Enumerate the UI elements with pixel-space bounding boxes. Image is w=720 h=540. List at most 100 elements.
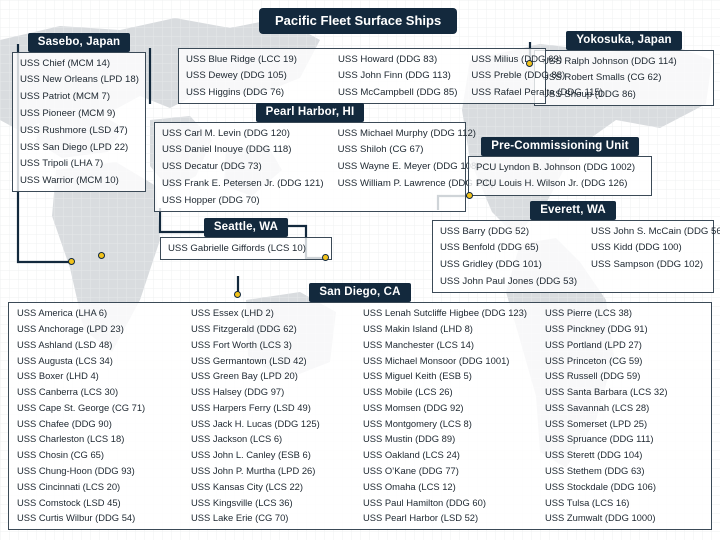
list-item[interactable]: USS Oakland (LCS 24)	[363, 449, 460, 461]
list-item[interactable]: USS Jack H. Lucas (DDG 125)	[191, 417, 320, 429]
list-item[interactable]: USS Comstock (LSD 45)	[17, 496, 121, 508]
list-item[interactable]: USS Jackson (LCS 6)	[191, 433, 283, 445]
list-item[interactable]: USS Preble (DDG 88)	[471, 70, 566, 82]
list-item[interactable]: USS Augusta (LCS 34)	[17, 354, 113, 366]
list-item[interactable]: USS Shoup (DDG 86)	[542, 89, 636, 101]
list-item[interactable]: USS Pioneer (MCM 9)	[20, 107, 116, 119]
list-item[interactable]: USS Michael Murphy (DDG 112)	[337, 127, 477, 139]
list-item[interactable]: USS Anchorage (LPD 23)	[17, 322, 124, 334]
list-item[interactable]: USS Chief (MCM 14)	[20, 57, 111, 69]
list-item[interactable]: USS Fort Worth (LCS 3)	[191, 338, 292, 350]
panel-seattle: Seattle, WA USS Gabrielle Giffords (LCS …	[160, 218, 332, 260]
list-item[interactable]: USS Rafael Peralta (DDG 115)	[471, 87, 603, 99]
list-item[interactable]: USS Frank E. Petersen Jr. (DDG 121)	[162, 177, 324, 189]
list-item[interactable]: USS Chosin (CG 65)	[17, 449, 105, 461]
list-item[interactable]: USS Robert Smalls (CG 62)	[542, 72, 662, 84]
list-item[interactable]: USS Fitzgerald (DDG 62)	[191, 322, 297, 334]
list-item[interactable]: USS Tripoli (LHA 7)	[20, 158, 104, 170]
list-item[interactable]: USS Rushmore (LSD 47)	[20, 124, 128, 136]
list-item[interactable]: USS Pearl Harbor (LSD 52)	[363, 512, 479, 524]
list-item[interactable]: USS Hopper (DDG 70)	[162, 194, 260, 206]
panel-san-diego-column-4: USS Pierre (LCS 38) USS Pinckney (DDG 91…	[537, 305, 711, 526]
list-item[interactable]: USS America (LHA 6)	[17, 307, 108, 319]
list-item[interactable]: USS Princeton (CG 59)	[545, 354, 643, 366]
list-item[interactable]: USS Canberra (LCS 30)	[17, 386, 119, 398]
panel-japan-fleet-column-1: USS Blue Ridge (LCC 19) USS Dewey (DDG 1…	[179, 51, 331, 101]
list-item[interactable]: USS Dewey (DDG 105)	[186, 70, 287, 82]
list-item[interactable]: USS Higgins (DDG 76)	[186, 87, 285, 99]
list-item[interactable]: USS O’Kane (DDG 77)	[363, 465, 459, 476]
list-item[interactable]: USS Pierre (LCS 38)	[545, 307, 633, 319]
list-item[interactable]: USS Daniel Inouye (DDG 118)	[162, 144, 292, 156]
panel-yokosuka-title: Yokosuka, Japan	[566, 31, 682, 50]
list-item[interactable]: USS Sterett (DDG 104)	[545, 449, 643, 461]
list-item[interactable]: USS Barry (DDG 52)	[440, 225, 530, 237]
list-item[interactable]: USS Momsen (DDG 92)	[363, 401, 464, 413]
list-item[interactable]: USS San Diego (LPD 22)	[20, 141, 129, 153]
list-item[interactable]: USS Kingsville (LCS 36)	[191, 496, 293, 508]
list-item[interactable]: USS Decatur (DDG 73)	[162, 161, 262, 173]
list-item[interactable]: USS Chafee (DDG 90)	[17, 417, 112, 429]
list-item[interactable]: USS Gridley (DDG 101)	[440, 259, 542, 271]
list-item[interactable]: USS Ralph Johnson (DDG 114)	[542, 55, 677, 67]
list-item[interactable]: USS William P. Lawrence (DDG 110)	[337, 177, 494, 189]
list-item[interactable]: USS Michael Monsoor (DDG 1001)	[363, 354, 510, 366]
list-item[interactable]: USS Russell (DDG 59)	[545, 370, 641, 382]
list-item[interactable]: USS Spruance (DDG 111)	[545, 433, 654, 445]
list-item[interactable]: USS Harpers Ferry (LSD 49)	[191, 401, 311, 413]
list-item[interactable]: USS Benfold (DDG 65)	[440, 242, 539, 254]
list-item[interactable]: USS Savannah (LCS 28)	[545, 401, 650, 413]
list-item[interactable]: USS Kansas City (LCS 22)	[191, 480, 304, 492]
list-item[interactable]: USS Essex (LHD 2)	[191, 307, 274, 319]
list-item[interactable]: USS Howard (DDG 83)	[338, 53, 438, 65]
list-item[interactable]: USS Mobile (LCS 26)	[363, 386, 453, 398]
list-item[interactable]: PCU Lyndon B. Johnson (DDG 1002)	[476, 161, 636, 173]
list-item[interactable]: USS John Finn (DDG 113)	[338, 70, 451, 82]
list-item[interactable]: USS Charleston (LCS 18)	[17, 433, 125, 445]
list-item[interactable]: USS Germantown (LSD 42)	[191, 354, 307, 366]
list-item[interactable]: USS John S. McCain (DDG 56)	[591, 225, 720, 237]
list-item[interactable]: USS Lenah Sutcliffe Higbee (DDG 123)	[363, 307, 527, 319]
list-item[interactable]: USS Santa Barbara (LCS 32)	[545, 386, 668, 398]
list-item[interactable]: USS Green Bay (LPD 20)	[191, 370, 298, 382]
list-item[interactable]: USS Cincinnati (LCS 20)	[17, 480, 121, 492]
list-item[interactable]: USS Patriot (MCM 7)	[20, 91, 111, 103]
list-item[interactable]: USS Wayne E. Meyer (DDG 108)	[337, 161, 480, 173]
list-item[interactable]: USS Tulsa (LCS 16)	[545, 496, 630, 508]
list-item[interactable]: USS Miguel Keith (ESB 5)	[363, 370, 472, 382]
list-item[interactable]: USS Shiloh (CG 67)	[337, 144, 424, 156]
list-item[interactable]: USS Sampson (DDG 102)	[591, 259, 704, 271]
list-item[interactable]: USS Pinckney (DDG 91)	[545, 322, 648, 334]
list-item[interactable]: USS Montgomery (LCS 8)	[363, 417, 472, 429]
list-item[interactable]: USS John Paul Jones (DDG 53)	[440, 275, 578, 287]
list-item[interactable]: USS John P. Murtha (LPD 26)	[191, 465, 316, 476]
panel-everett-title: Everett, WA	[530, 201, 616, 220]
list-item[interactable]: PCU Louis H. Wilson Jr. (DDG 126)	[476, 178, 628, 190]
list-item[interactable]: USS Milius (DDG 69)	[471, 53, 563, 65]
list-item[interactable]: USS Cape St. George (CG 71)	[17, 401, 146, 413]
list-item[interactable]: USS Paul Hamilton (DDG 60)	[363, 496, 486, 508]
list-item[interactable]: USS Halsey (DDG 97)	[191, 386, 285, 398]
list-item[interactable]: USS Curtis Wilbur (DDG 54)	[17, 512, 136, 524]
list-item[interactable]: USS Lake Erie (CG 70)	[191, 512, 289, 524]
list-item[interactable]: USS John L. Canley (ESB 6)	[191, 449, 311, 461]
list-item[interactable]: USS Gabrielle Giffords (LCS 10)	[168, 242, 306, 254]
list-item[interactable]: USS Blue Ridge (LCC 19)	[186, 53, 297, 65]
list-item[interactable]: USS Manchester (LCS 14)	[363, 338, 474, 350]
list-item[interactable]: USS Kidd (DDG 100)	[591, 242, 682, 254]
list-item[interactable]: USS Stethem (DDG 63)	[545, 465, 645, 476]
list-item[interactable]: USS Somerset (LPD 25)	[545, 417, 648, 429]
list-item[interactable]: USS McCampbell (DDG 85)	[338, 87, 458, 99]
list-item[interactable]: USS Chung-Hoon (DDG 93)	[17, 465, 135, 476]
list-item[interactable]: USS Portland (LPD 27)	[545, 338, 642, 350]
list-item[interactable]: USS Mustin (DDG 89)	[363, 433, 456, 445]
list-item[interactable]: USS Carl M. Levin (DDG 120)	[162, 127, 290, 139]
list-item[interactable]: USS Warrior (MCM 10)	[20, 175, 119, 187]
list-item[interactable]: USS Zumwalt (DDG 1000)	[545, 512, 656, 524]
list-item[interactable]: USS New Orleans (LPD 18)	[20, 74, 139, 86]
list-item[interactable]: USS Ashland (LSD 48)	[17, 338, 113, 350]
list-item[interactable]: USS Stockdale (DDG 106)	[545, 480, 656, 492]
list-item[interactable]: USS Omaha (LCS 12)	[363, 480, 456, 492]
list-item[interactable]: USS Makin Island (LHD 8)	[363, 322, 473, 334]
list-item[interactable]: USS Boxer (LHD 4)	[17, 370, 99, 382]
